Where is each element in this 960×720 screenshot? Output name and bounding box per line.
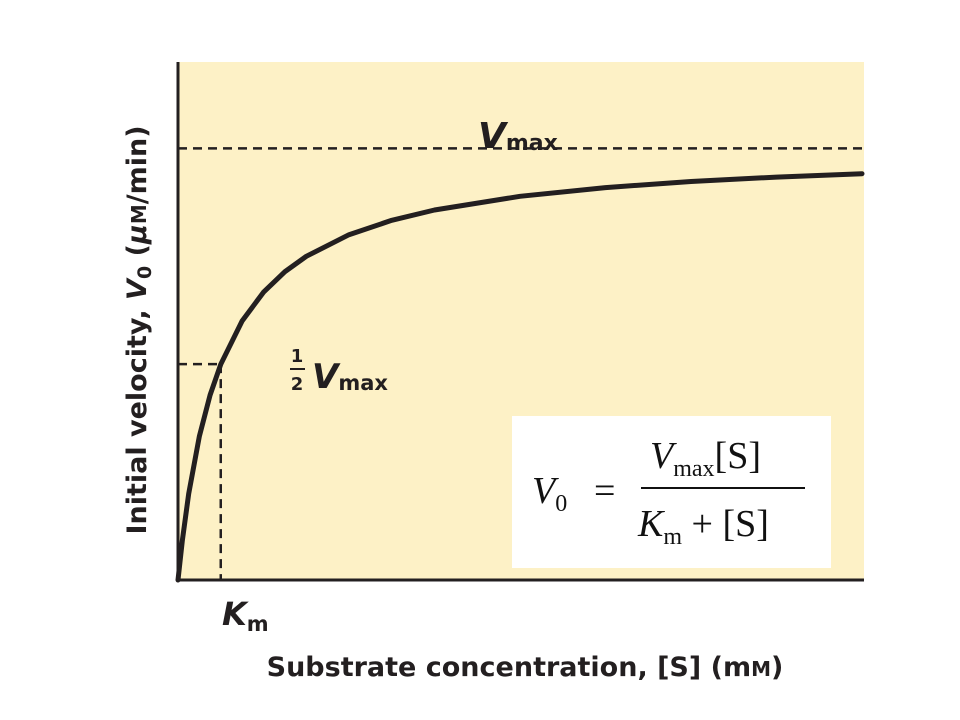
half-vmax-var: V <box>312 357 341 397</box>
equation-lhs: V0 <box>532 470 567 517</box>
y-axis-label-sub: 0 <box>134 266 156 279</box>
y-axis-label-mu: μ <box>122 224 153 245</box>
y-axis-label-pre: Initial velocity, <box>122 300 153 535</box>
vmax-label-sub: max <box>506 131 558 156</box>
equation-den-rest: + [S] <box>682 503 769 545</box>
y-axis-label: Initial velocity, V0 (μM/min) <box>122 125 156 534</box>
equation-box: V0 = Vmax[S] Km + [S] <box>512 416 831 568</box>
x-axis-label: Substrate concentration, [S] (mM) <box>267 652 784 683</box>
series-line <box>175 171 865 583</box>
equation-numerator: Vmax[S] <box>650 435 761 482</box>
y-axis-label-unit-rest: /min) <box>122 125 153 204</box>
half-vmax-label: 1 2 Vmax <box>290 346 388 397</box>
km-label-sub: m <box>247 612 269 636</box>
equation-denominator: Km + [S] <box>637 503 769 550</box>
equation-lhs-sub: 0 <box>555 491 567 517</box>
x-axis-label-main: Substrate concentration, [S] (m <box>267 652 751 683</box>
equation-equals: = <box>594 470 615 512</box>
equation-box-background <box>512 416 831 568</box>
equation-den-var: K <box>637 503 665 545</box>
x-axis-label-unit: M <box>751 657 771 681</box>
y-axis-label-var: V <box>122 277 153 300</box>
x-axis-label-close: ) <box>771 652 783 683</box>
equation-num-sub: max <box>673 456 714 482</box>
y-axis-label-unit-small: M <box>127 204 151 224</box>
equation-den-sub: m <box>663 524 682 550</box>
equation-num-rest: [S] <box>715 435 761 477</box>
km-label: Km <box>222 595 269 636</box>
half-fraction-numerator: 1 <box>291 346 304 367</box>
y-axis-label-unit-open: ( <box>122 244 153 266</box>
vmax-label-var: V <box>478 116 509 157</box>
half-vmax-text: Vmax <box>312 357 388 397</box>
equation-num-var: V <box>650 435 677 477</box>
half-fraction-denominator: 2 <box>291 374 304 395</box>
half-vmax-sub: max <box>338 371 388 395</box>
equation-lhs-var: V <box>532 470 559 512</box>
km-label-var: K <box>222 595 249 633</box>
vmax-label: Vmax <box>478 116 558 157</box>
